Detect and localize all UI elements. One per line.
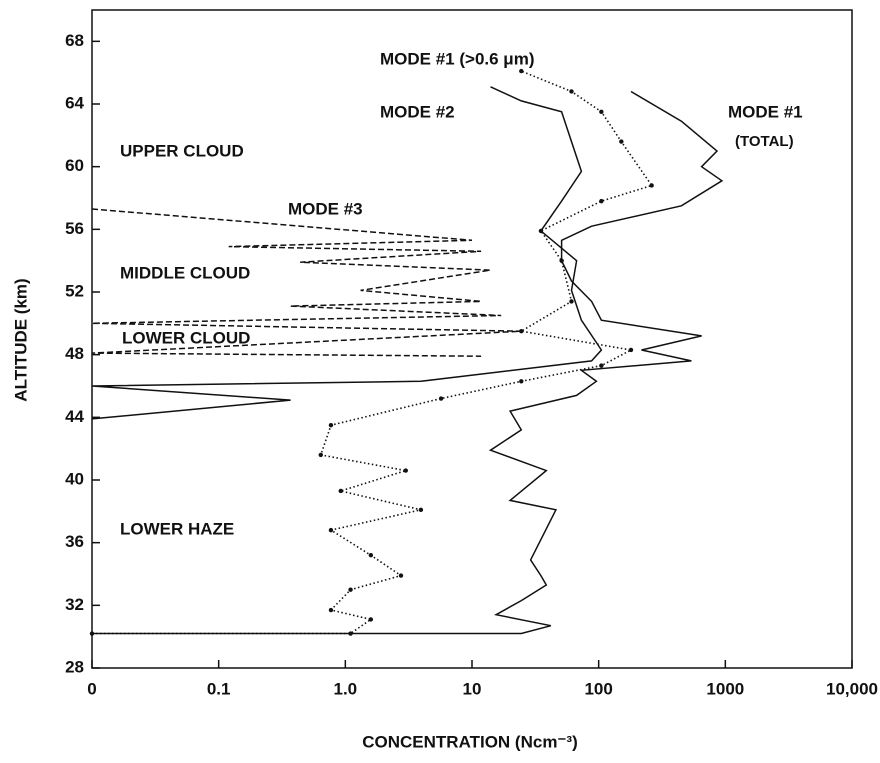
x-tick-label: 10 bbox=[463, 679, 482, 698]
series-marker bbox=[649, 183, 654, 188]
y-tick-label: 44 bbox=[65, 407, 84, 426]
series-marker bbox=[559, 258, 564, 263]
series-marker bbox=[328, 422, 334, 428]
y-axis-label: ALTITUDE (km) bbox=[11, 278, 30, 401]
series-marker bbox=[338, 488, 343, 494]
series-marker bbox=[418, 507, 424, 512]
series-marker bbox=[368, 553, 374, 558]
series-marker bbox=[368, 617, 374, 622]
x-axis-label: CONCENTRATION (Ncm⁻³) bbox=[362, 732, 577, 751]
series-line bbox=[91, 86, 603, 420]
series-label: MODE #3 bbox=[288, 199, 363, 218]
y-tick-label: 64 bbox=[65, 93, 84, 112]
series-label: MODE #1 bbox=[728, 102, 803, 121]
series-marker bbox=[569, 89, 574, 94]
series-marker bbox=[403, 468, 408, 473]
y-tick-label: 56 bbox=[65, 219, 84, 238]
series-marker bbox=[599, 363, 604, 368]
series-marker bbox=[569, 299, 574, 304]
x-tick-label: 100 bbox=[584, 679, 612, 698]
y-tick-label: 48 bbox=[65, 344, 84, 363]
y-tick-label: 52 bbox=[65, 281, 84, 300]
series-marker bbox=[318, 452, 323, 458]
series-label: MODE #2 bbox=[380, 102, 455, 121]
y-tick-label: 32 bbox=[65, 595, 84, 614]
x-tick-label: 1000 bbox=[706, 679, 744, 698]
annotation: LOWER CLOUD bbox=[122, 328, 250, 347]
y-tick-label: 60 bbox=[65, 156, 84, 175]
series-marker bbox=[519, 379, 524, 384]
x-tick-label: 10,000 bbox=[826, 679, 878, 698]
series-marker bbox=[348, 587, 353, 592]
annotation: LOWER HAZE bbox=[120, 519, 234, 538]
y-tick-label: 68 bbox=[65, 31, 84, 50]
series-marker bbox=[328, 527, 334, 533]
series-marker bbox=[348, 631, 353, 636]
y-tick-label: 40 bbox=[65, 469, 84, 488]
series-marker bbox=[328, 607, 334, 613]
series-marker bbox=[599, 109, 604, 115]
series-marker bbox=[398, 573, 404, 578]
annotation: MIDDLE CLOUD bbox=[120, 263, 250, 282]
annotation: (TOTAL) bbox=[735, 133, 794, 150]
y-tick-label: 28 bbox=[65, 657, 84, 676]
series-marker bbox=[628, 347, 634, 353]
x-tick-label: 1.0 bbox=[334, 679, 358, 698]
series-marker bbox=[619, 139, 624, 144]
series-marker bbox=[519, 68, 524, 74]
annotation: UPPER CLOUD bbox=[120, 141, 244, 160]
series-line bbox=[91, 208, 522, 357]
series-marker bbox=[599, 198, 604, 204]
y-tick-label: 36 bbox=[65, 532, 84, 551]
x-tick-label: 0 bbox=[87, 679, 96, 698]
series-label: MODE #1 (>0.6 μm) bbox=[380, 49, 534, 68]
series-marker bbox=[438, 396, 444, 401]
series-marker bbox=[89, 631, 95, 636]
series-line bbox=[92, 90, 724, 635]
x-tick-label: 0.1 bbox=[207, 679, 231, 698]
